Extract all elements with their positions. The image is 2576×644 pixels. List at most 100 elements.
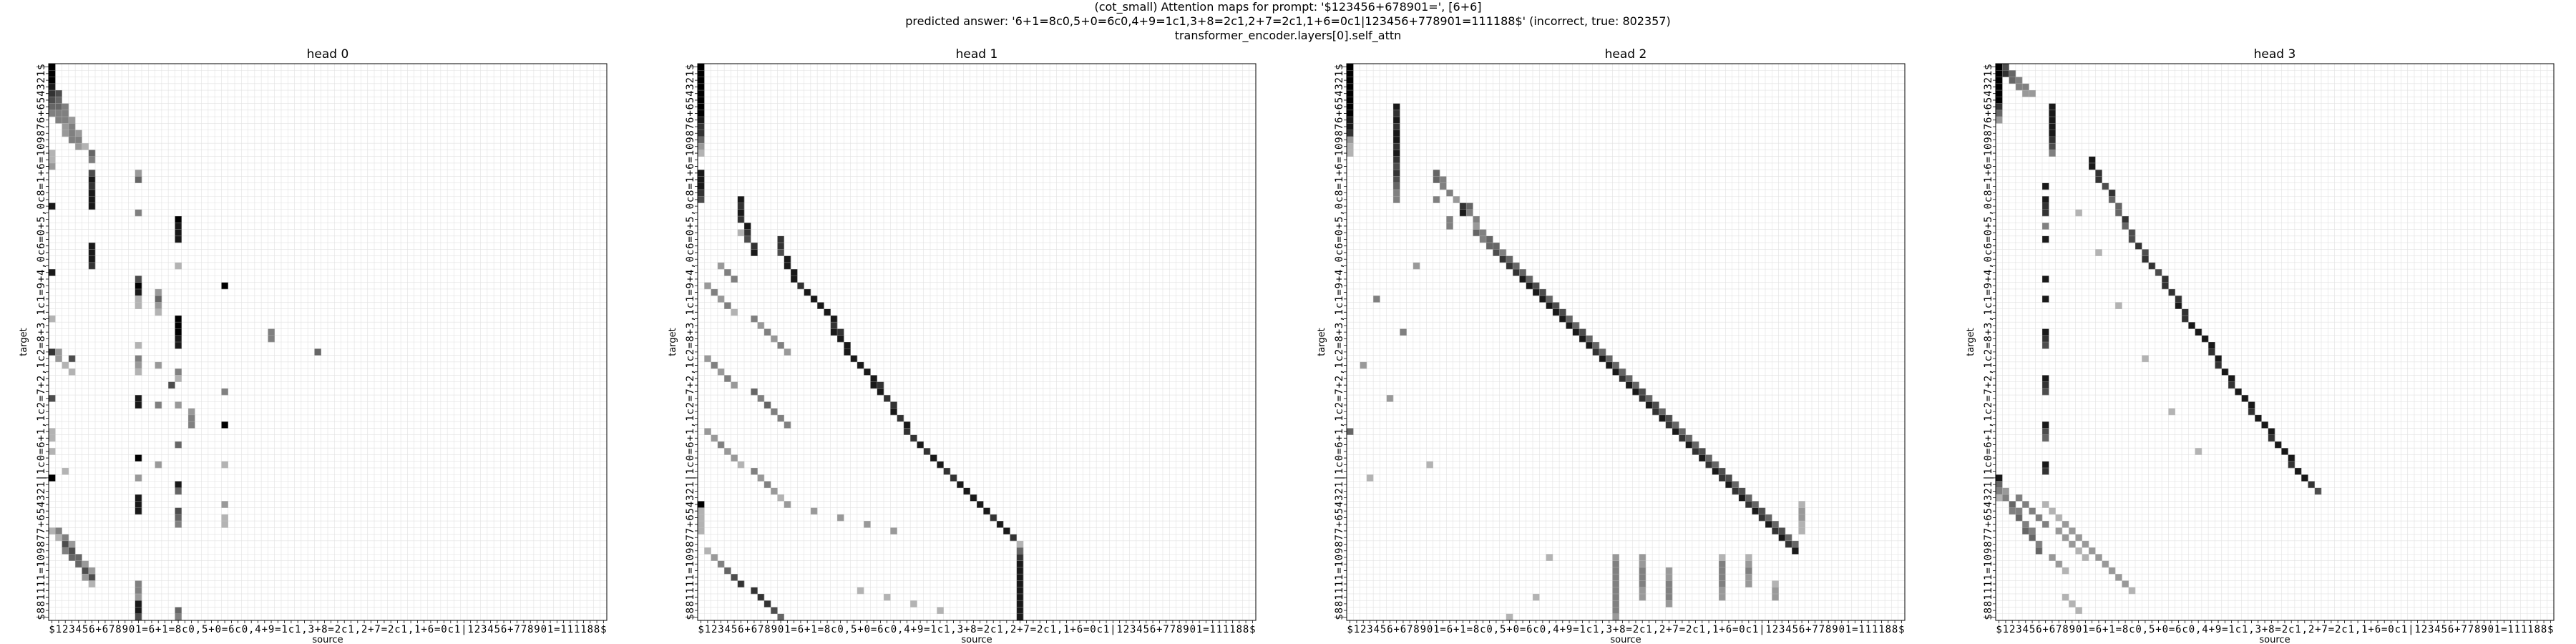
heat-cell (1996, 481, 2003, 489)
x-tick-label: $ (49, 624, 54, 635)
heat-cell (1506, 255, 1513, 263)
y-tick-label: 6 (36, 104, 47, 109)
heat-cell (1393, 176, 1400, 184)
y-tick-label: 7 (685, 528, 696, 534)
heat-cell (1016, 547, 1024, 555)
x-tick-label: + (911, 624, 917, 635)
x-tick-label: , (2248, 624, 2254, 635)
x-tick-label: = (275, 624, 280, 635)
y-tick-label: + (685, 170, 696, 176)
heat-cell (1347, 103, 1354, 111)
y-tick-label: 3 (685, 84, 696, 89)
heat-cell (88, 189, 96, 197)
heat-cell (1652, 408, 1659, 416)
heat-cell (2075, 547, 2083, 555)
y-tick-label: = (1334, 157, 1345, 162)
y-tick-label: 3 (36, 84, 47, 89)
x-tick-label: = (1467, 624, 1473, 635)
x-tick-label: 8 (321, 624, 327, 635)
heat-cell (1798, 501, 1806, 508)
heat-cell (2162, 282, 2169, 290)
x-tick-label: + (507, 624, 513, 635)
x-tick-label: $ (1898, 624, 1904, 635)
y-tick-label: + (1334, 382, 1345, 388)
heat-cell (2002, 487, 2009, 495)
heat-cell (1725, 481, 1732, 489)
y-tick-label: 1 (1334, 71, 1345, 77)
y-tick-label: c (36, 356, 47, 361)
heat-cell (2162, 275, 2169, 283)
heat-cell (1612, 567, 1620, 575)
heat-cell (1665, 593, 1673, 601)
heat-cell (1685, 441, 1693, 449)
heat-cell (1672, 428, 1679, 435)
y-tick-label: c (685, 197, 696, 203)
heat-cell (2002, 70, 2009, 77)
y-tick-label: 1 (685, 309, 696, 315)
heat-cell (62, 130, 69, 137)
heat-cell (1639, 580, 1646, 587)
tick-marks (1344, 67, 1902, 623)
heat-cell (777, 494, 785, 502)
y-tick-label: 9 (685, 137, 696, 142)
x-tick-label: + (1453, 624, 1459, 635)
heat-cell (698, 117, 705, 124)
heat-cell (2042, 328, 2049, 336)
x-tick-label: | (461, 624, 467, 635)
x-tick-label: 0 (2488, 624, 2494, 635)
x-tick-label: 0 (541, 624, 547, 635)
heat-cell (890, 401, 897, 409)
heat-cell (864, 521, 871, 528)
heat-cell (2228, 381, 2235, 389)
heat-cell (175, 375, 182, 382)
heat-cell (884, 395, 891, 402)
heat-cell (2002, 64, 2009, 71)
x-tick-label: 1 (2414, 624, 2420, 635)
heat-cell (1440, 182, 1447, 190)
x-tick-label: + (1560, 624, 1566, 635)
heat-cell (2049, 136, 2056, 144)
y-tick-label: 8 (1334, 130, 1345, 136)
y-tick-label: 8 (1334, 336, 1345, 341)
heat-cell (2022, 501, 2029, 508)
heat-cell (2175, 296, 2182, 303)
y-tick-label: = (36, 396, 47, 401)
y-tick-label: = (1334, 183, 1345, 189)
x-tick-label: 6 (798, 624, 804, 635)
heat-cell (850, 355, 858, 363)
x-tick-label: 2 (2421, 624, 2427, 635)
heat-cell (55, 527, 62, 535)
heat-cell (737, 461, 745, 469)
heat-cell (1446, 216, 1453, 223)
heat-cell (777, 414, 785, 422)
x-tick-label: = (818, 624, 824, 635)
y-tick-label: 6 (685, 163, 696, 169)
y-tick-label: 7 (1334, 124, 1345, 130)
y-tick-label: 6 (685, 243, 696, 248)
heat-cell (49, 428, 56, 435)
x-tick-label: , (1599, 624, 1605, 635)
heat-cell (737, 203, 745, 210)
heat-cell (1719, 580, 1726, 587)
y-tick-label: 0 (1983, 455, 1994, 461)
y-tick-label: 1 (1983, 150, 1994, 156)
heat-cell (2042, 428, 2049, 435)
x-tick-label: = (1573, 624, 1579, 635)
x-tick-label: $ (698, 624, 703, 635)
heat-cell (2062, 567, 2069, 575)
heat-cell (1732, 481, 1740, 489)
y-tick-label: 8 (1983, 190, 1994, 195)
heat-cell (1533, 593, 1540, 601)
y-tick-label: + (1334, 276, 1345, 282)
x-tick-label: 5 (1380, 624, 1386, 635)
heat-cell (1016, 600, 1024, 608)
heat-cell (857, 587, 864, 595)
heat-cell (2115, 203, 2122, 210)
y-tick-label: 1 (1334, 429, 1345, 434)
heat-cell (188, 408, 195, 416)
y-tick-label: = (685, 342, 696, 348)
figure-titles: (cot_small) Attention maps for prompt: '… (0, 0, 2576, 43)
heat-cell (1526, 275, 1533, 283)
y-tick-label: 0 (685, 256, 696, 262)
heat-cell (2015, 83, 2023, 91)
